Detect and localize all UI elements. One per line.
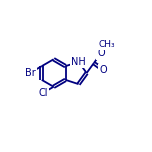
Text: CH₃: CH₃ <box>99 40 115 49</box>
Text: NH: NH <box>71 57 86 67</box>
Text: Cl: Cl <box>38 88 48 98</box>
Text: Br: Br <box>25 68 35 78</box>
Text: O: O <box>100 65 107 75</box>
Text: O: O <box>97 48 105 58</box>
